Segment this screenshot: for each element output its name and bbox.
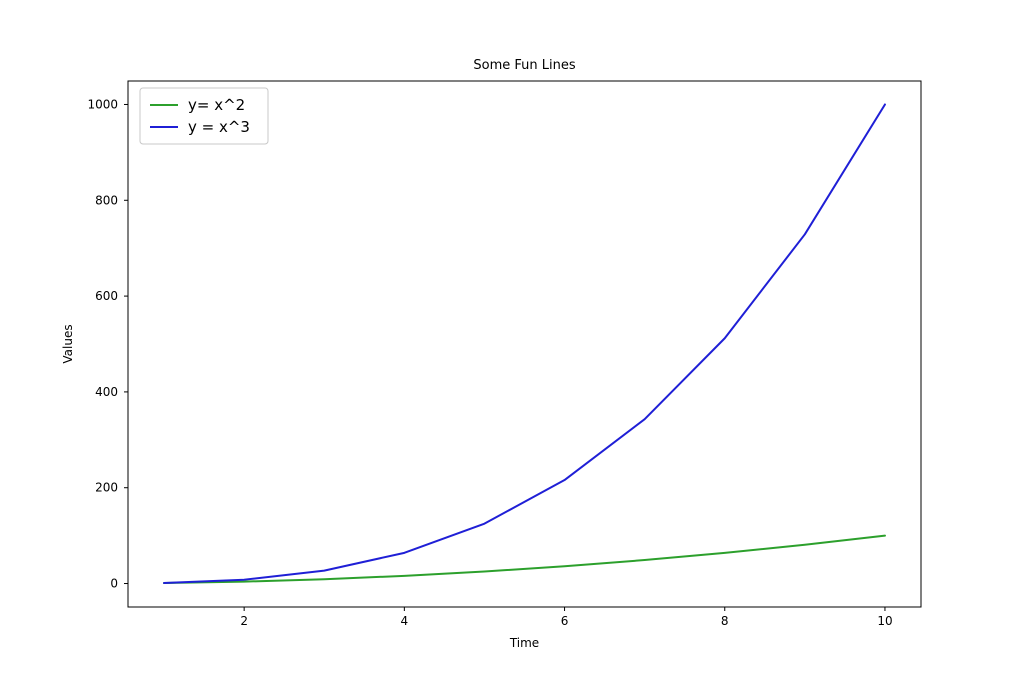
y-tick-label: 200 xyxy=(95,481,118,495)
y-axis-label: Values xyxy=(61,324,75,363)
chart-title: Some Fun Lines xyxy=(473,58,575,73)
line-chart: 2 4 6 8 10 0 200 400 600 800 1000 Time Values Some Fu… xyxy=(0,0,1024,683)
series-line-1 xyxy=(164,104,885,583)
x-tick-label: 4 xyxy=(401,614,409,628)
y-tick-label: 1000 xyxy=(87,97,118,111)
x-tick-label: 10 xyxy=(877,614,892,628)
y-tick-label: 0 xyxy=(110,577,118,591)
plot-border xyxy=(128,81,921,607)
y-tick-label: 600 xyxy=(95,289,118,303)
x-tick-label: 8 xyxy=(721,614,729,628)
legend-label-0: y= x^2 xyxy=(188,96,245,114)
x-axis-label: Time xyxy=(509,636,539,650)
chart-container: { "chart": { "type": "line", "title": "S… xyxy=(0,0,1024,683)
y-tick-label: 400 xyxy=(95,385,118,399)
y-tick-label: 800 xyxy=(95,193,118,207)
legend-label-1: y = x^3 xyxy=(188,118,250,136)
x-tick-label: 2 xyxy=(240,614,248,628)
x-tick-label: 6 xyxy=(561,614,569,628)
